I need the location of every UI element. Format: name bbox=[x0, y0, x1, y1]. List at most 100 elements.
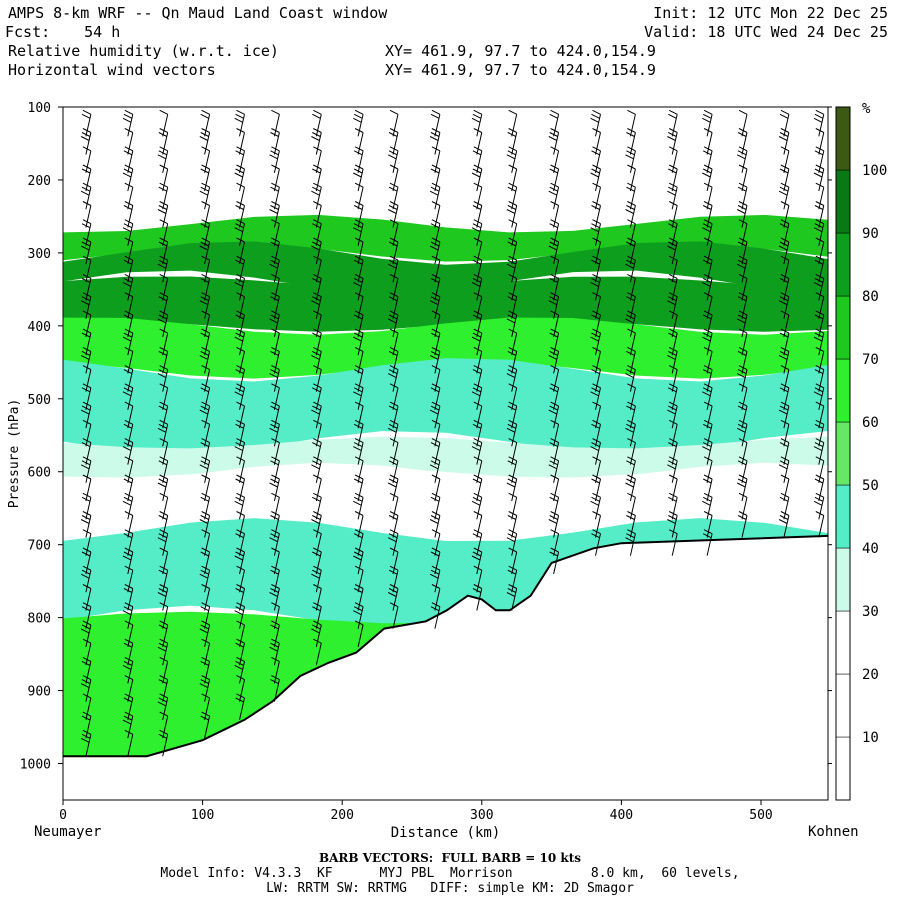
wind-barb bbox=[159, 164, 169, 192]
wind-barb bbox=[668, 146, 678, 173]
wind-barb bbox=[157, 201, 169, 228]
wind-barb bbox=[123, 584, 134, 611]
wind-barb bbox=[235, 693, 245, 721]
wind-barb bbox=[592, 128, 601, 155]
wind-barb bbox=[388, 128, 399, 155]
wind-barb bbox=[234, 383, 245, 410]
wind-barb bbox=[815, 128, 825, 155]
wind-barb bbox=[269, 255, 280, 283]
wind-barb bbox=[815, 237, 825, 265]
fcst-label: Fcst: bbox=[5, 23, 51, 41]
wind-barb bbox=[354, 292, 364, 319]
wind-barb bbox=[122, 109, 134, 137]
wind-barb bbox=[591, 474, 601, 502]
wind-barb bbox=[353, 219, 364, 246]
wind-barb bbox=[780, 310, 790, 338]
x-axis-label: Distance (km) bbox=[391, 825, 501, 841]
wind-barb bbox=[82, 638, 92, 666]
colorbar-swatch bbox=[835, 295, 851, 360]
wind-barb bbox=[313, 419, 322, 447]
wind-barb bbox=[124, 292, 134, 319]
wind-barb bbox=[159, 602, 169, 629]
wind-barb bbox=[200, 219, 211, 246]
wind-barb bbox=[271, 547, 280, 575]
y-tick-label: 500 bbox=[28, 393, 51, 408]
wind-barb bbox=[387, 201, 399, 228]
wind-barb bbox=[431, 584, 441, 611]
wind-barb bbox=[471, 438, 483, 465]
wind-barb bbox=[592, 182, 601, 210]
wind-barb bbox=[234, 656, 245, 684]
wind-barb bbox=[667, 346, 678, 374]
wind-barb bbox=[353, 584, 364, 611]
wind-barb bbox=[235, 474, 245, 502]
wind-barb bbox=[312, 492, 322, 520]
y-tick-label: 600 bbox=[28, 466, 51, 481]
wind-barb bbox=[736, 419, 748, 447]
wind-barb bbox=[80, 182, 92, 210]
wind-barb bbox=[199, 128, 211, 155]
wind-barb bbox=[702, 310, 713, 338]
wind-barb bbox=[200, 164, 211, 192]
wind-barb bbox=[702, 255, 713, 283]
wind-barb bbox=[590, 164, 601, 192]
wind-barb bbox=[124, 675, 134, 702]
wind-barb bbox=[158, 729, 169, 757]
wind-barb bbox=[815, 346, 825, 374]
wind-barb bbox=[736, 310, 748, 338]
wind-barb bbox=[591, 255, 601, 283]
wind-barb bbox=[354, 182, 364, 210]
wind-barb bbox=[627, 109, 636, 137]
wind-barb bbox=[81, 109, 92, 137]
wind-barb bbox=[814, 474, 825, 502]
wind-barb bbox=[159, 656, 169, 684]
wind-barb bbox=[389, 383, 399, 410]
wind-barb bbox=[311, 456, 322, 483]
wind-barb bbox=[313, 365, 322, 392]
wind-barb bbox=[780, 419, 790, 447]
wind-barb bbox=[472, 365, 483, 392]
wind-barb bbox=[471, 109, 483, 137]
wind-barb bbox=[123, 146, 134, 173]
wind-barb bbox=[159, 492, 169, 520]
wind-barb bbox=[667, 128, 678, 155]
wind-barb bbox=[592, 511, 601, 538]
y-axis-label: Pressure (hPa) bbox=[7, 399, 22, 509]
wind-barb bbox=[270, 128, 280, 155]
wind-barb bbox=[668, 273, 678, 301]
wind-barb bbox=[592, 401, 601, 429]
wind-barb bbox=[201, 146, 211, 173]
wind-barb bbox=[234, 492, 245, 520]
wind-barb bbox=[508, 328, 518, 356]
wind-barb bbox=[702, 365, 713, 392]
wind-barb bbox=[235, 365, 245, 392]
wind-barb bbox=[313, 201, 322, 228]
wind-barb bbox=[388, 511, 399, 538]
wind-barb bbox=[80, 729, 92, 757]
wind-barb bbox=[270, 346, 280, 374]
rh-band bbox=[63, 358, 828, 455]
wind-barb-group bbox=[80, 109, 825, 757]
wind-barb bbox=[814, 201, 825, 228]
wind-barb bbox=[550, 529, 560, 556]
wind-barb bbox=[271, 383, 280, 410]
wind-barb bbox=[157, 146, 169, 173]
colorbar-swatch bbox=[835, 547, 851, 612]
wind-barb bbox=[124, 182, 134, 210]
wind-barb bbox=[354, 620, 364, 648]
wind-barb bbox=[311, 620, 322, 648]
model-info: Model Info: V4.3.3 KF MYJ PBL Morrison 8… bbox=[160, 866, 740, 881]
wind-barb bbox=[270, 237, 280, 265]
wind-barb bbox=[388, 346, 399, 374]
wind-barb bbox=[778, 292, 790, 319]
wind-barb bbox=[354, 128, 364, 155]
wind-barb bbox=[471, 273, 483, 301]
wind-barb bbox=[549, 383, 560, 410]
wind-barb bbox=[312, 602, 322, 629]
wind-barb bbox=[389, 164, 399, 192]
wind-barb bbox=[82, 146, 92, 173]
wind-barb bbox=[506, 146, 518, 173]
y-tick-label: 700 bbox=[28, 539, 51, 554]
wind-barb bbox=[158, 237, 169, 265]
